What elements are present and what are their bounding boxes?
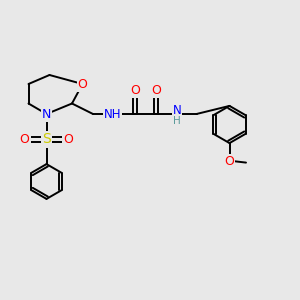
- Text: NH: NH: [104, 107, 121, 121]
- Text: O: O: [64, 133, 73, 146]
- Text: O: O: [130, 83, 140, 97]
- Text: N: N: [42, 107, 51, 121]
- Text: O: O: [20, 133, 29, 146]
- Text: H: H: [173, 116, 181, 126]
- Text: O: O: [225, 154, 234, 168]
- Text: N: N: [172, 104, 182, 118]
- Text: O: O: [151, 83, 161, 97]
- Text: O: O: [78, 77, 87, 91]
- Text: S: S: [42, 133, 51, 146]
